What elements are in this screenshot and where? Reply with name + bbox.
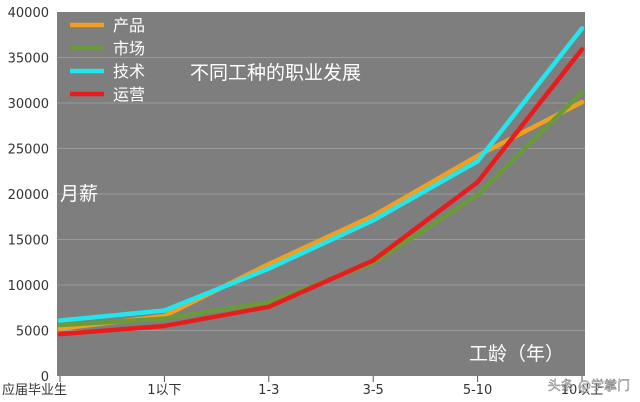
x-tick-label: 10以上 bbox=[561, 383, 604, 398]
y-tick-label: 30000 bbox=[8, 97, 49, 112]
x-tick-label: 1以下 bbox=[147, 383, 181, 398]
y-tick-label: 25000 bbox=[8, 143, 49, 158]
y-tick-label: 5000 bbox=[16, 325, 49, 340]
x-tick-label: 应届毕业生 bbox=[2, 382, 67, 398]
x-axis-label: 工龄（年） bbox=[469, 343, 564, 365]
legend-label: 运营 bbox=[113, 85, 145, 104]
legend-label: 市场 bbox=[113, 39, 145, 58]
legend-label: 产品 bbox=[113, 16, 145, 35]
series-line-技术 bbox=[57, 26, 585, 323]
y-tick-label: 20000 bbox=[8, 188, 49, 203]
watermark: 头条 @学掌门 bbox=[548, 378, 630, 394]
series-line-运营 bbox=[57, 47, 585, 337]
x-tick-label: 5-10 bbox=[463, 383, 493, 398]
x-tick-label: 1-3 bbox=[258, 383, 279, 398]
y-tick-label: 0 bbox=[41, 370, 49, 385]
legend-label: 技术 bbox=[113, 62, 145, 81]
y-axis-label: 月薪 bbox=[60, 183, 98, 205]
series-lines bbox=[57, 26, 585, 337]
y-tick-labels: 0 5000 10000 15000 20000 25000 30000 35000 40000 bbox=[8, 6, 49, 385]
y-tick-label: 40000 bbox=[8, 6, 49, 21]
y-tick-label: 35000 bbox=[8, 52, 49, 67]
y-tick-label: 10000 bbox=[8, 279, 49, 294]
x-tick-labels: 应届毕业生 1以下 1-3 3-5 5-10 10以上 bbox=[2, 376, 603, 398]
x-tick-label: 3-5 bbox=[363, 383, 384, 398]
y-tick-label: 15000 bbox=[8, 234, 49, 249]
chart-title: 不同工种的职业发展 bbox=[190, 62, 361, 84]
